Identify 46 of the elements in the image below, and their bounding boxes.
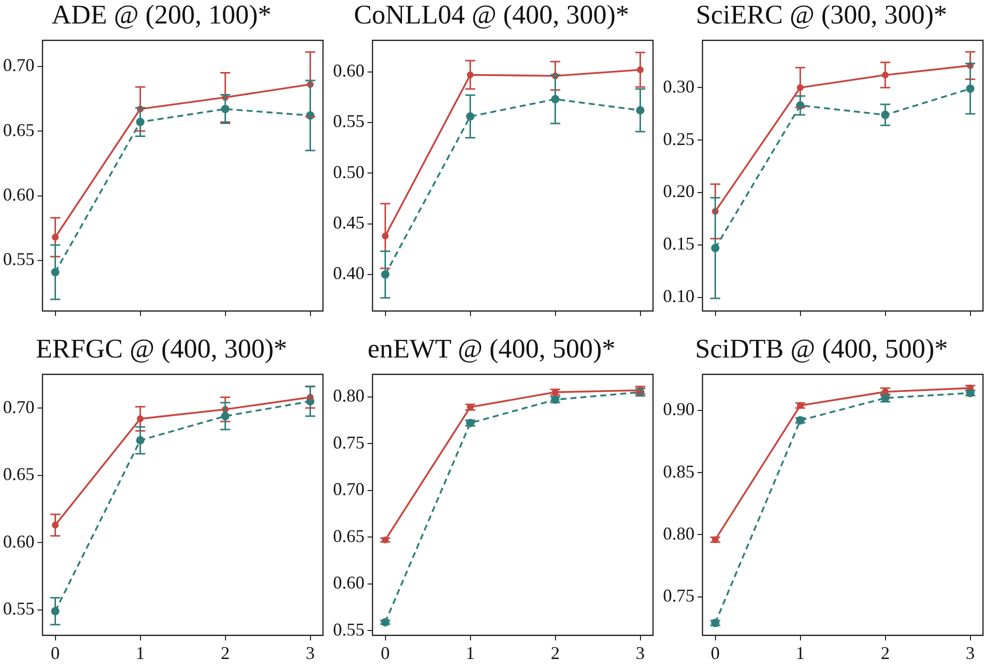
y-tick-label: 0.25 (663, 128, 694, 149)
x-tick-label: 0 (380, 642, 390, 663)
y-tick-label: 0.65 (3, 464, 34, 484)
x-tick-label: 2 (220, 642, 230, 663)
y-tick-label: 0.60 (3, 184, 34, 205)
y-tick-label: 0.90 (663, 399, 694, 420)
chart-title: ERFGC @ (400, 300)* (36, 333, 288, 364)
chart-title: ADE @ (200, 100)* (52, 0, 272, 30)
x-tick-label: 0 (710, 642, 720, 663)
y-tick-label: 0.60 (333, 60, 364, 81)
y-tick-label: 0.60 (333, 572, 364, 593)
chart-title: enEWT @ (400, 500)* (368, 333, 616, 364)
y-tick-label: 0.55 (3, 598, 34, 619)
y-tick-label: 0.30 (663, 76, 694, 96)
x-tick-label: 0 (50, 642, 60, 663)
y-tick-label: 0.70 (3, 396, 34, 417)
chart-title: SciDTB @ (400, 500)* (695, 333, 948, 364)
y-tick-label: 0.10 (663, 286, 694, 306)
x-tick-label: 3 (306, 642, 315, 663)
y-tick-label: 0.55 (333, 619, 364, 640)
y-tick-label: 0.70 (3, 55, 34, 76)
y-tick-label: 0.75 (333, 432, 364, 452)
y-tick-label: 0.65 (333, 526, 364, 546)
y-tick-label: 0.80 (663, 523, 694, 544)
y-tick-label: 0.80 (333, 386, 364, 406)
x-tick-label: 1 (466, 642, 475, 663)
x-tick-label: 2 (550, 642, 560, 663)
y-tick-label: 0.60 (3, 531, 34, 552)
y-tick-label: 0.15 (663, 234, 694, 254)
y-tick-label: 0.85 (663, 461, 694, 482)
x-tick-label: 1 (136, 642, 145, 663)
chart-title: SciERC @ (300, 300)* (696, 0, 948, 30)
x-tick-label: 3 (636, 642, 645, 663)
y-tick-label: 0.50 (333, 162, 364, 182)
y-tick-label: 0.45 (333, 212, 364, 233)
y-tick-label: 0.55 (333, 111, 364, 132)
y-tick-label: 0.40 (333, 263, 364, 284)
y-tick-label: 0.75 (663, 586, 694, 606)
x-tick-label: 3 (966, 642, 975, 663)
x-tick-label: 2 (880, 642, 890, 663)
y-tick-label: 0.20 (663, 181, 694, 202)
y-tick-label: 0.70 (333, 479, 364, 500)
chart-title: CoNLL04 @ (400, 300)* (354, 0, 630, 30)
y-tick-label: 0.55 (3, 249, 34, 270)
x-tick-label: 1 (796, 642, 805, 663)
y-tick-label: 0.65 (3, 120, 34, 140)
